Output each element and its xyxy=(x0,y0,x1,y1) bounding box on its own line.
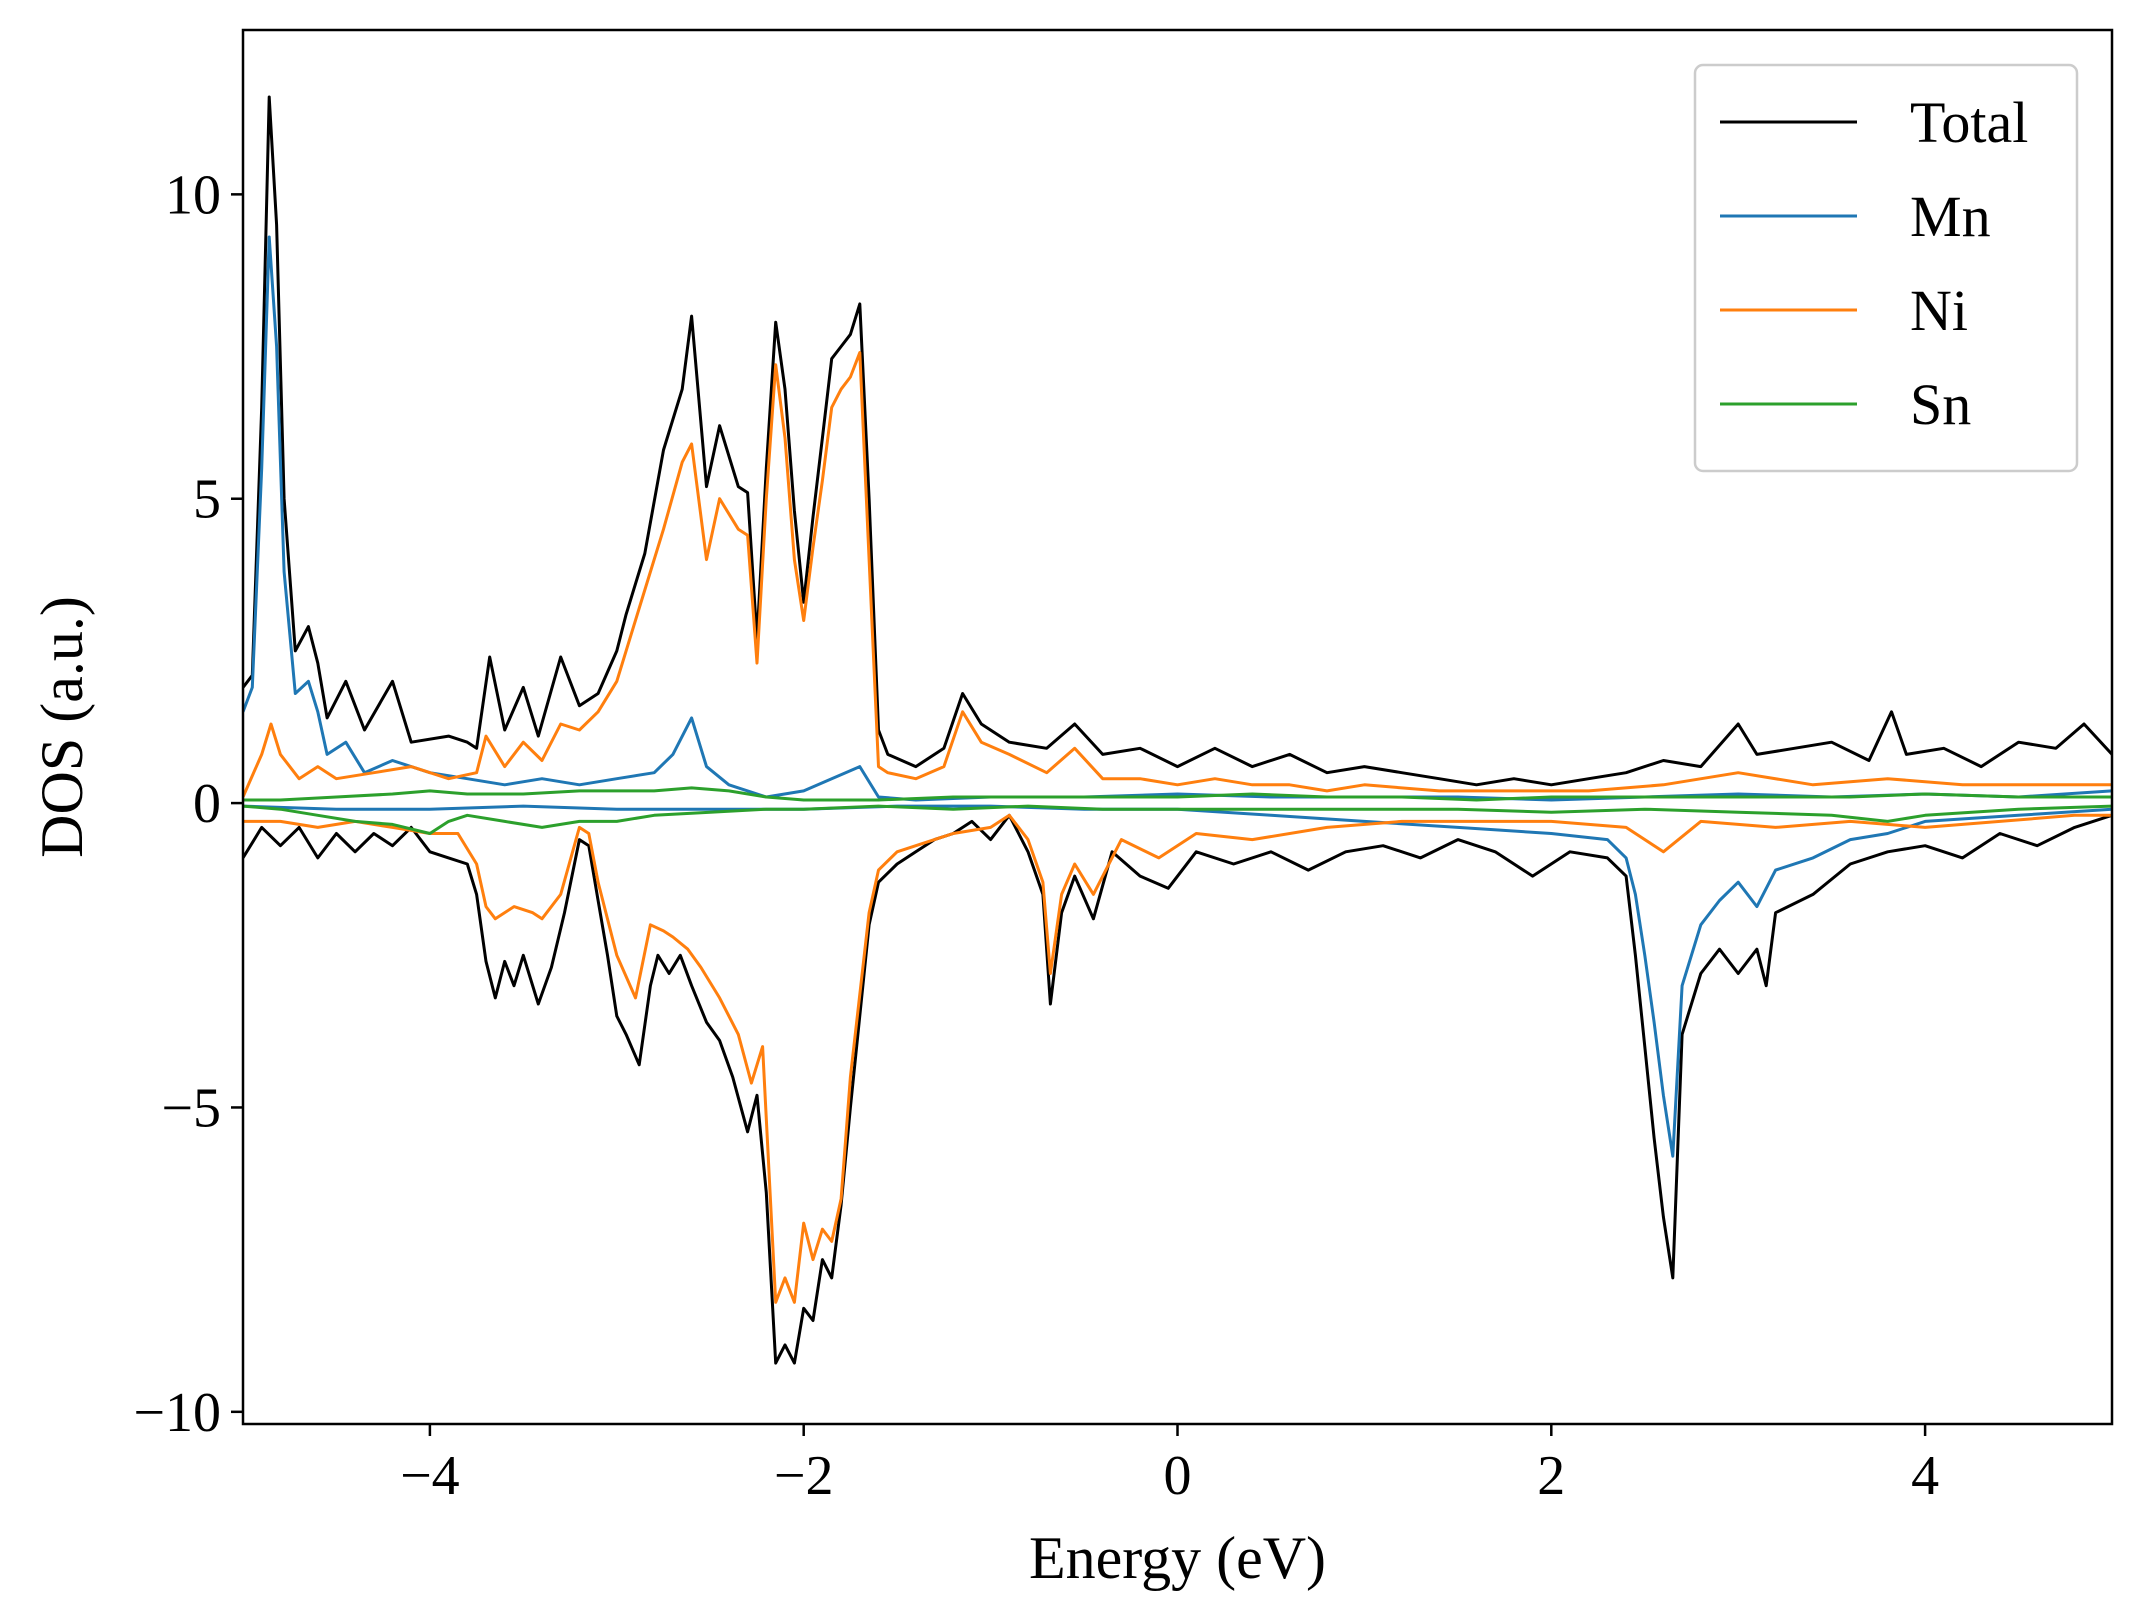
y-tick-label: 10 xyxy=(165,164,221,226)
x-axis: −4 −2 0 2 4 xyxy=(400,1424,1939,1507)
series-line-mn-spin-up xyxy=(243,235,2112,802)
legend-label-sn: Sn xyxy=(1910,372,1971,437)
series-line-sn-spin-up xyxy=(243,786,2112,802)
y-axis: −10 −5 0 5 10 xyxy=(133,164,243,1444)
y-tick-label: −10 xyxy=(133,1382,221,1444)
legend-label-mn: Mn xyxy=(1910,184,1991,249)
series-line-mn-spin-down xyxy=(243,804,2112,1158)
legend-label-ni: Ni xyxy=(1910,278,1968,343)
y-tick-label: 0 xyxy=(193,773,221,835)
legend-label-total: Total xyxy=(1910,90,2028,155)
series-line-ni-spin-down xyxy=(243,813,2112,1304)
series-line-total-spin-up xyxy=(243,95,2112,787)
x-axis-title: Energy (eV) xyxy=(1029,1525,1326,1591)
series-layer xyxy=(243,95,2112,1365)
series-line-total-spin-down xyxy=(243,813,2112,1365)
x-tick-label: −4 xyxy=(400,1445,460,1507)
series-line-sn-spin-down xyxy=(243,804,2112,835)
x-tick-label: −2 xyxy=(774,1445,834,1507)
y-tick-label: −5 xyxy=(161,1077,221,1139)
y-tick-label: 5 xyxy=(193,469,221,531)
x-tick-label: 2 xyxy=(1537,1445,1565,1507)
x-tick-label: 4 xyxy=(1911,1445,1939,1507)
y-axis-title: DOS (a.u.) xyxy=(29,596,95,858)
legend-box xyxy=(1693,63,2079,473)
legend: Total Mn Ni Sn xyxy=(1693,63,2079,473)
series-line-ni-spin-up xyxy=(243,351,2112,798)
x-tick-label: 0 xyxy=(1164,1445,1192,1507)
